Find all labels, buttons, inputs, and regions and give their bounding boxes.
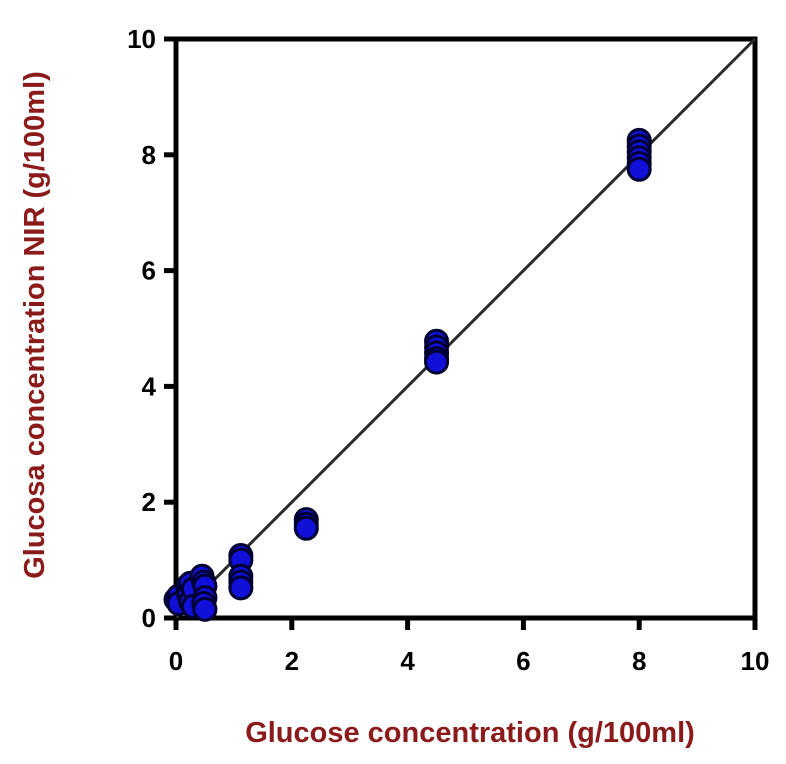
plot-border — [173, 36, 758, 621]
x-tick-label: 8 — [632, 646, 646, 676]
data-points — [163, 127, 652, 622]
y-tick-label: 10 — [127, 24, 156, 54]
reference-line — [174, 37, 757, 620]
x-tick-label: 4 — [400, 646, 415, 676]
x-tick-label: 0 — [169, 646, 183, 676]
data-point — [192, 596, 218, 622]
reference-line-layer — [174, 37, 757, 620]
x-axis-title: Glucose concentration (g/100ml) — [245, 717, 695, 749]
data-point — [626, 156, 652, 182]
plot-frame — [173, 36, 758, 621]
y-tick-label: 4 — [142, 371, 157, 401]
y-tick-label: 0 — [142, 603, 156, 633]
x-axis-ticks: 0 2 4 6 8 10 — [169, 618, 770, 676]
x-tick-label: 10 — [741, 646, 770, 676]
data-point — [293, 515, 319, 541]
y-tick-label: 8 — [142, 140, 156, 170]
data-point — [228, 575, 254, 601]
x-tick-label: 6 — [516, 646, 530, 676]
y-tick-label: 2 — [142, 487, 156, 517]
y-axis-title: Glucosa concentration NIR (g/100ml) — [19, 71, 51, 579]
y-tick-label: 6 — [142, 256, 156, 286]
y-axis-ticks: 0 2 4 6 8 10 — [127, 24, 176, 633]
data-point — [424, 349, 450, 375]
x-tick-label: 2 — [285, 646, 299, 676]
